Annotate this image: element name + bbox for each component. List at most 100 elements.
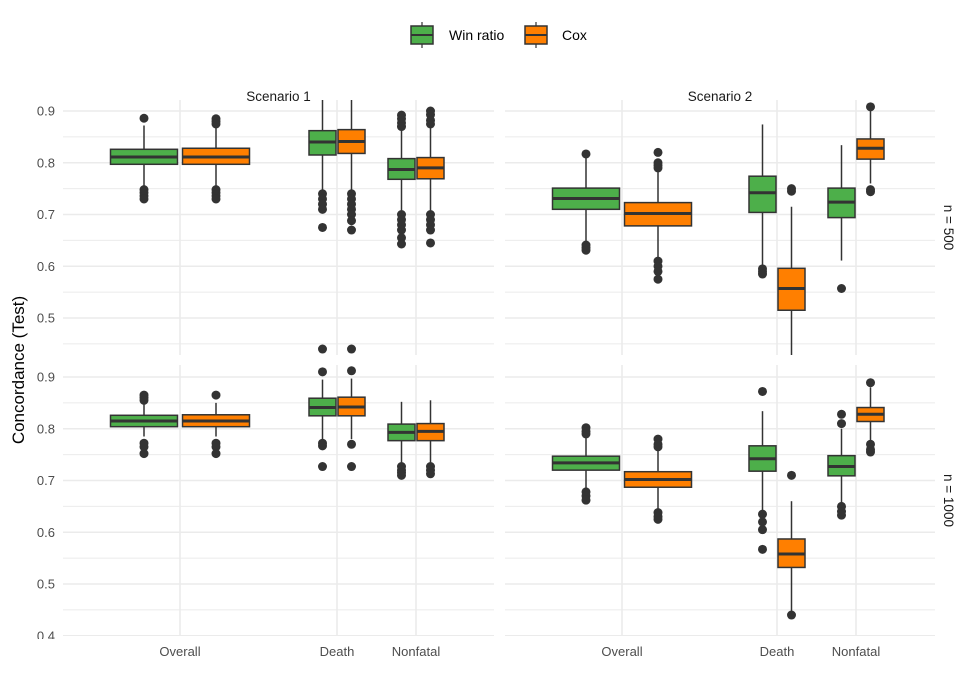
outlier-point bbox=[581, 495, 591, 505]
outlier-point bbox=[397, 239, 406, 249]
box-nonfatal-win-ratio bbox=[387, 401, 416, 480]
box-overall-cox bbox=[181, 114, 251, 204]
box-nonfatal-cox bbox=[856, 378, 885, 457]
panel bbox=[63, 100, 494, 355]
box-death-cox bbox=[337, 366, 366, 472]
y-tick-label: 0.6 bbox=[37, 259, 55, 274]
y-axis: 0.9 0.8 0.7 0.6 0.5 0.4 bbox=[37, 370, 55, 643]
outlier-point bbox=[837, 419, 846, 429]
outlier-point bbox=[787, 470, 796, 480]
box-nonfatal-cox bbox=[416, 106, 445, 248]
outlier-point bbox=[426, 119, 435, 129]
outlier-point bbox=[347, 344, 356, 354]
y-tick-label: 0.9 bbox=[37, 370, 55, 385]
outlier-point bbox=[758, 525, 767, 535]
outlier-point bbox=[318, 441, 327, 451]
y-tick-label: 0.4 bbox=[37, 628, 55, 643]
outlier-point bbox=[426, 225, 435, 235]
y-tick-label: 0.7 bbox=[37, 207, 55, 222]
outlier-point bbox=[139, 113, 149, 123]
box-death-win-ratio bbox=[308, 100, 337, 354]
y-axis-title: Concordance (Test) bbox=[9, 296, 28, 444]
outlier-point bbox=[787, 610, 796, 620]
box-overall-cox bbox=[623, 147, 693, 284]
box-death-cox bbox=[337, 100, 366, 354]
y-tick-label: 0.9 bbox=[37, 104, 55, 119]
box-overall-win-ratio bbox=[109, 390, 179, 459]
outlier-point bbox=[653, 147, 663, 157]
panel bbox=[505, 100, 935, 355]
y-tick-label: 0.8 bbox=[37, 155, 55, 170]
box-nonfatal-win-ratio bbox=[827, 409, 856, 520]
x-tick-label: Death bbox=[760, 644, 795, 659]
outlier-point bbox=[347, 366, 356, 376]
outlier-point bbox=[211, 449, 221, 459]
panel bbox=[63, 365, 494, 636]
outlier-point bbox=[426, 469, 435, 479]
outlier-point bbox=[653, 442, 663, 452]
outlier-point bbox=[211, 194, 221, 204]
outlier-point bbox=[581, 245, 591, 255]
outlier-point bbox=[397, 122, 406, 132]
box-nonfatal-win-ratio bbox=[827, 145, 856, 294]
outlier-point bbox=[397, 470, 406, 480]
box-iqr bbox=[748, 175, 777, 214]
outlier-point bbox=[653, 163, 663, 173]
outlier-point bbox=[653, 514, 663, 524]
facet-strip-row: n = 500 bbox=[941, 205, 956, 250]
outlier-point bbox=[866, 102, 875, 112]
outlier-point bbox=[837, 284, 846, 294]
outlier-point bbox=[581, 149, 591, 159]
box-death-win-ratio bbox=[308, 367, 337, 472]
y-tick-label: 0.7 bbox=[37, 473, 55, 488]
outlier-point bbox=[758, 517, 767, 527]
outlier-point bbox=[426, 238, 435, 248]
outlier-point bbox=[758, 544, 767, 554]
box-overall-win-ratio bbox=[551, 149, 621, 255]
outlier-point bbox=[318, 344, 327, 354]
x-tick-label: Nonfatal bbox=[392, 644, 441, 659]
outlier-point bbox=[653, 274, 663, 284]
box-nonfatal-cox bbox=[856, 102, 885, 197]
outlier-point bbox=[653, 266, 663, 276]
outlier-point bbox=[581, 429, 591, 439]
box-death-cox bbox=[777, 470, 806, 620]
legend-key-cox bbox=[524, 22, 548, 48]
facet-strip-row: n = 1000 bbox=[941, 474, 956, 527]
outlier-point bbox=[397, 233, 406, 243]
outlier-point bbox=[397, 225, 406, 235]
box-nonfatal-win-ratio bbox=[387, 110, 416, 249]
y-tick-label: 0.5 bbox=[37, 311, 55, 326]
x-tick-label: Overall bbox=[159, 644, 200, 659]
box-death-cox bbox=[777, 184, 806, 355]
outlier-point bbox=[758, 509, 767, 519]
outlier-point bbox=[318, 462, 327, 472]
legend: Win ratio Cox bbox=[410, 22, 587, 48]
legend-label: Win ratio bbox=[449, 27, 504, 43]
outlier-point bbox=[866, 447, 875, 457]
facet-strip-col: Scenario 1 bbox=[246, 89, 311, 104]
outlier-point bbox=[318, 222, 327, 232]
outlier-point bbox=[211, 390, 221, 400]
legend-label: Cox bbox=[562, 27, 587, 43]
y-tick-label: 0.8 bbox=[37, 421, 55, 436]
x-tick-label: Death bbox=[320, 644, 355, 659]
outlier-point bbox=[318, 204, 327, 214]
outlier-point bbox=[866, 378, 875, 388]
outlier-point bbox=[318, 367, 327, 377]
outlier-point bbox=[787, 186, 796, 196]
outlier-point bbox=[758, 386, 767, 396]
facet-strip-col: Scenario 2 bbox=[688, 89, 753, 104]
y-axis: 0.9 0.8 0.7 0.6 0.5 bbox=[37, 104, 55, 326]
outlier-point bbox=[837, 510, 846, 520]
panel bbox=[505, 365, 935, 636]
outlier-point bbox=[347, 216, 356, 226]
box-overall-win-ratio bbox=[109, 113, 179, 204]
legend-key-win-ratio bbox=[410, 22, 434, 48]
x-tick-label: Nonfatal bbox=[832, 644, 881, 659]
outlier-point bbox=[866, 187, 875, 197]
outlier-point bbox=[139, 194, 149, 204]
x-tick-label: Overall bbox=[601, 644, 642, 659]
outlier-point bbox=[139, 395, 149, 405]
